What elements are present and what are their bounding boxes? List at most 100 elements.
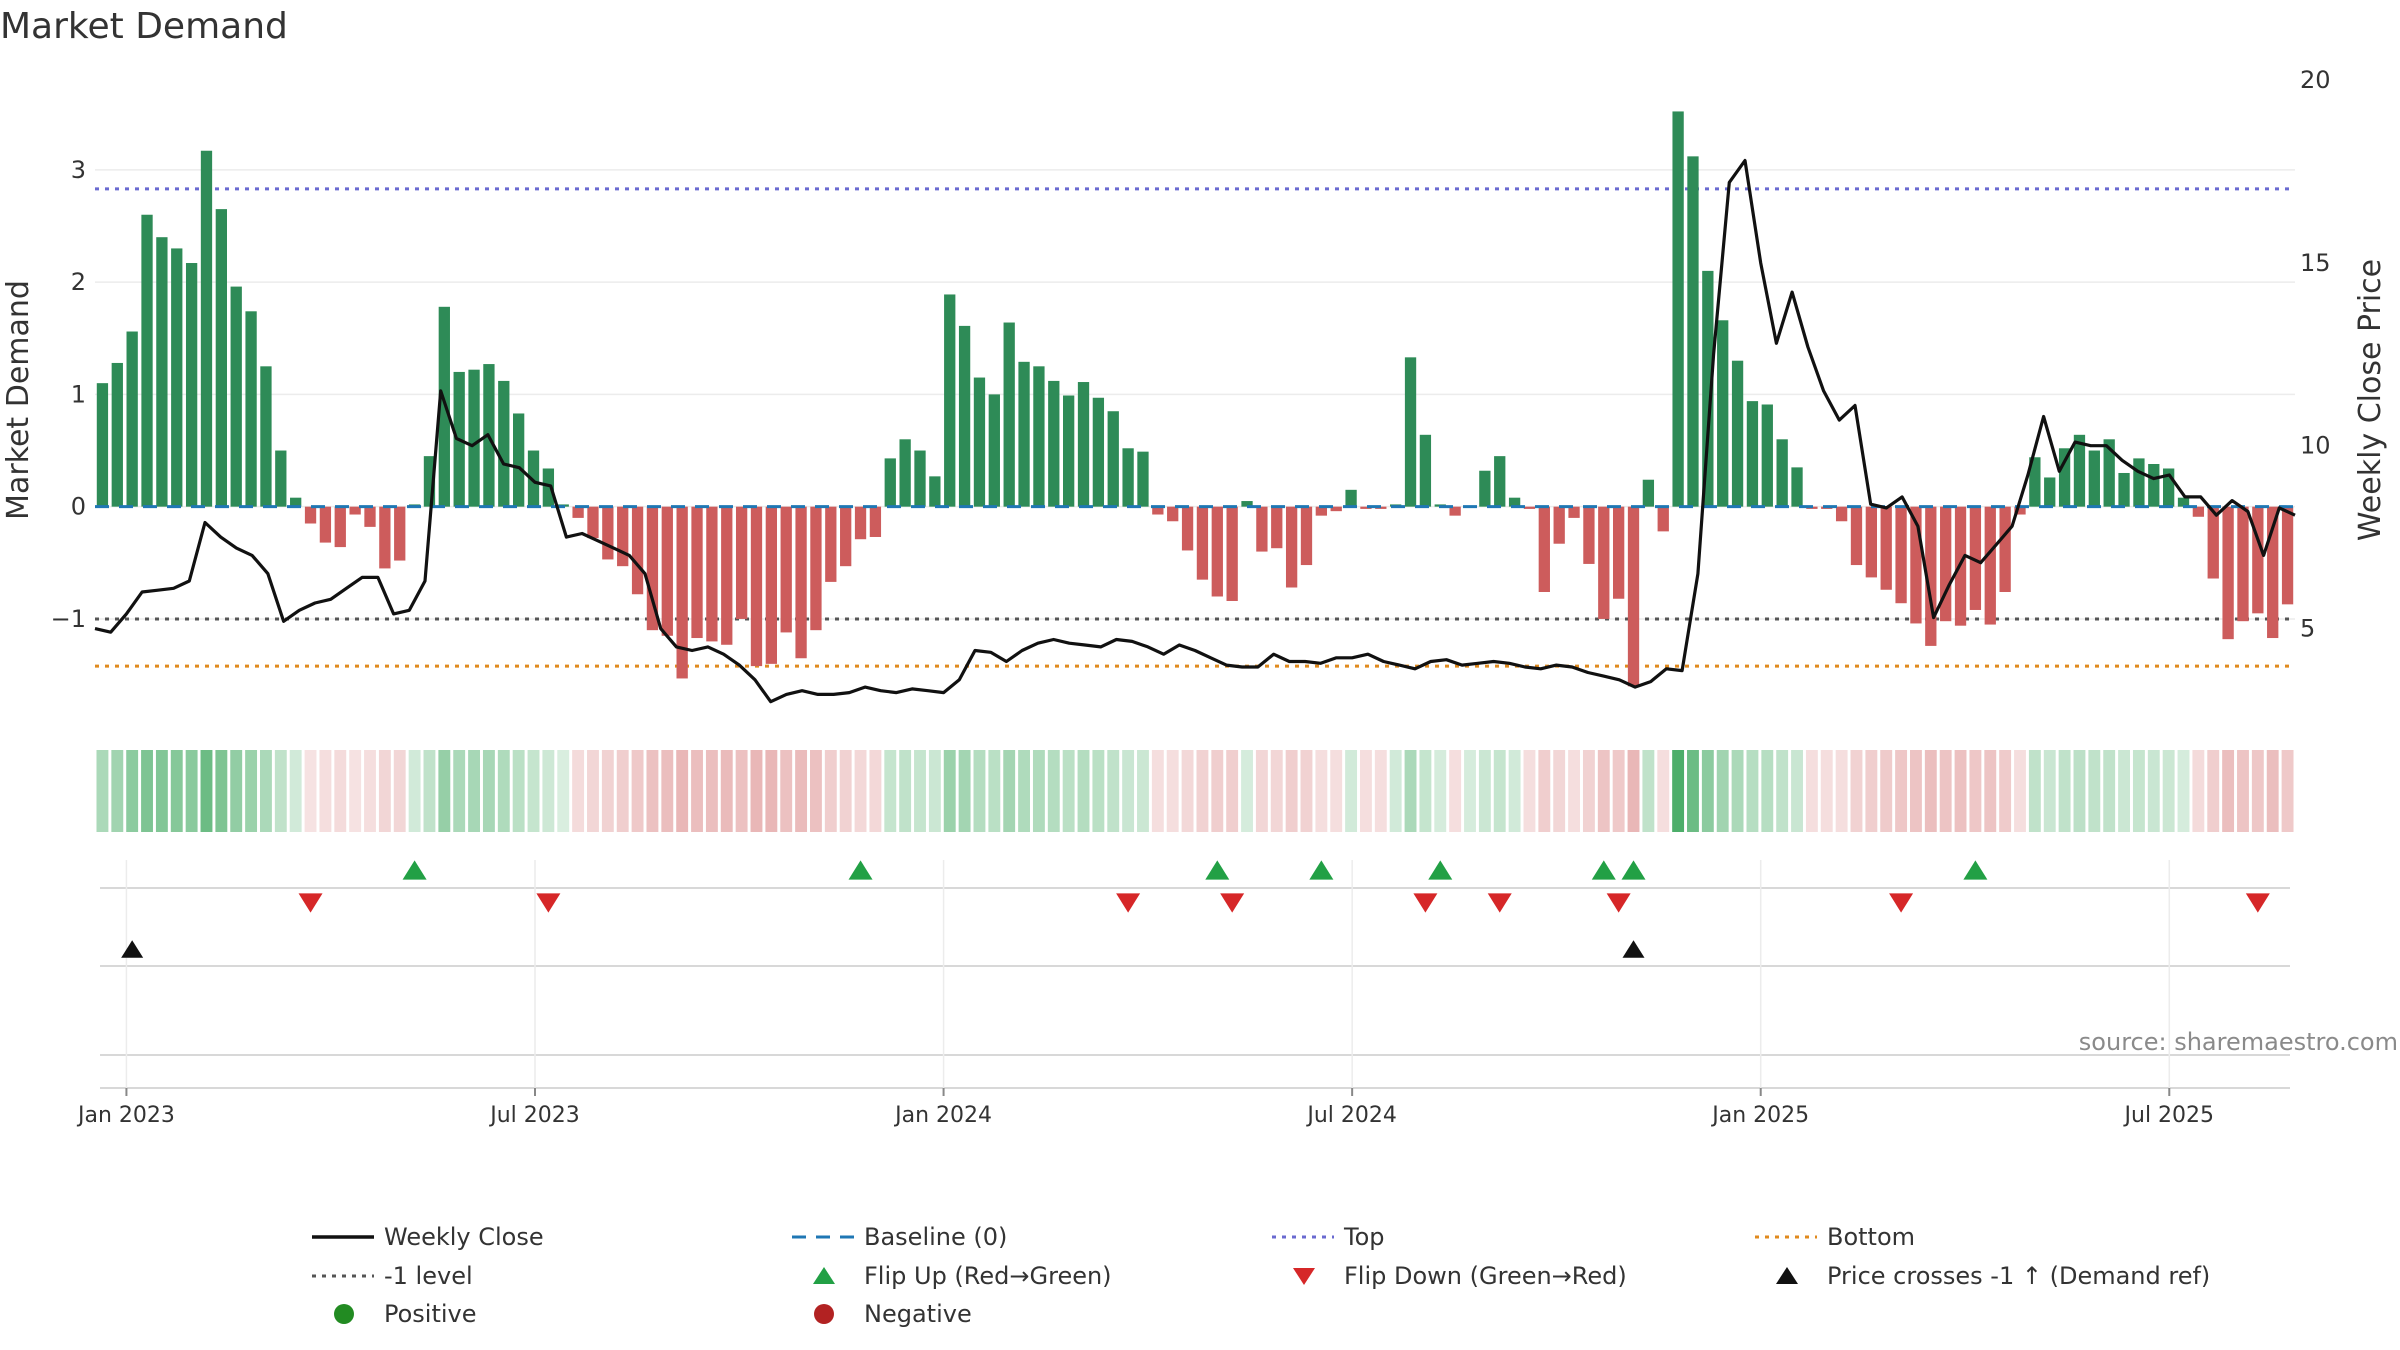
heat-cell bbox=[1999, 750, 2012, 832]
demand-bar bbox=[1999, 506, 2011, 592]
demand-bar bbox=[1776, 439, 1788, 507]
demand-bar bbox=[1003, 322, 1015, 507]
y2-tick-label: 15 bbox=[2300, 249, 2331, 277]
heat-cell bbox=[1270, 750, 1283, 832]
flip-up-marker bbox=[1963, 860, 1988, 880]
heat-cell bbox=[1701, 750, 1714, 832]
flip-down-marker bbox=[1116, 893, 1141, 913]
y-axis-label: Market Demand bbox=[1, 280, 36, 520]
heat-cell bbox=[245, 750, 258, 832]
demand-bar bbox=[958, 325, 971, 507]
demand-bar bbox=[631, 506, 644, 595]
heat-cell bbox=[1300, 750, 1313, 832]
heat-cell bbox=[1077, 750, 1090, 832]
heat-cell bbox=[750, 750, 763, 832]
demand-bar bbox=[1479, 470, 1491, 507]
flip-down-marker bbox=[1413, 893, 1438, 913]
y-tick-label: −1 bbox=[51, 605, 86, 633]
demand-bar bbox=[1717, 320, 1729, 507]
heat-cell bbox=[1464, 750, 1476, 832]
legend-label: Top bbox=[1343, 1223, 1385, 1251]
demand-bar bbox=[617, 506, 629, 567]
heat-cell bbox=[616, 750, 629, 832]
demand-bar bbox=[156, 237, 168, 507]
heat-cell bbox=[1523, 750, 1536, 832]
heat-cell bbox=[200, 750, 213, 832]
heat-cell bbox=[1850, 750, 1863, 832]
flip-down-marker bbox=[1487, 893, 1512, 913]
heat-cell bbox=[185, 750, 198, 832]
heat-cell bbox=[1107, 750, 1120, 832]
flip-up-marker bbox=[1621, 860, 1646, 880]
legend-swatch-flip-up bbox=[813, 1267, 835, 1284]
x-tick-label: Jul 2024 bbox=[1305, 1103, 1397, 1128]
demand-bar bbox=[750, 506, 763, 667]
x-tick-label: Jan 2023 bbox=[76, 1103, 175, 1128]
demand-bar bbox=[840, 506, 852, 567]
heat-cell bbox=[1731, 750, 1744, 832]
demand-bar bbox=[884, 458, 896, 507]
heat-cell bbox=[1003, 750, 1016, 832]
heat-cell bbox=[869, 750, 882, 832]
demand-bar bbox=[1865, 506, 1877, 578]
demand-bar bbox=[1152, 506, 1164, 515]
y-ticks: 3 2 1 0 −1 bbox=[51, 156, 86, 633]
demand-bar bbox=[1746, 401, 1759, 507]
heat-cell bbox=[1419, 750, 1432, 832]
demand-bar bbox=[498, 380, 510, 507]
demand-bar bbox=[2148, 464, 2160, 507]
heat-cell bbox=[1151, 750, 1164, 832]
heat-cell bbox=[735, 750, 748, 832]
demand-bar bbox=[691, 506, 703, 639]
demand-bar bbox=[1077, 382, 1090, 507]
x-tick-label: Jan 2025 bbox=[1710, 1103, 1809, 1128]
demand-bar bbox=[1330, 506, 1342, 512]
heat-cell bbox=[705, 750, 718, 832]
price-cross-marker bbox=[1622, 940, 1645, 958]
legend-label: Baseline (0) bbox=[864, 1223, 1007, 1251]
heat-cell bbox=[795, 750, 808, 832]
heat-cell bbox=[1910, 750, 1922, 832]
flip-down-marker bbox=[1220, 893, 1245, 913]
demand-bar bbox=[765, 506, 777, 664]
flip-up-marker bbox=[1205, 860, 1230, 880]
demand-bar bbox=[988, 394, 1000, 507]
legend-label: -1 level bbox=[384, 1262, 473, 1290]
heat-cell bbox=[349, 750, 362, 832]
demand-bar bbox=[1583, 506, 1595, 564]
demand-bar bbox=[290, 497, 302, 507]
heat-cell bbox=[958, 750, 971, 832]
demand-bar bbox=[468, 369, 480, 507]
demand-bar bbox=[2207, 506, 2219, 579]
heat-cell bbox=[289, 750, 302, 832]
heat-cell bbox=[1374, 750, 1387, 832]
demand-bar bbox=[2058, 448, 2071, 507]
demand-bar bbox=[2163, 468, 2175, 507]
y-tick-label: 1 bbox=[71, 380, 86, 408]
heat-cell bbox=[438, 750, 451, 832]
demand-bar bbox=[171, 248, 183, 507]
demand-bar bbox=[602, 506, 614, 560]
flip-down-marker bbox=[2245, 893, 2270, 913]
heat-cell bbox=[453, 750, 466, 832]
heat-cell bbox=[1924, 750, 1937, 832]
demand-bar bbox=[869, 506, 882, 537]
heat-cell bbox=[1508, 750, 1521, 832]
heat-cell bbox=[943, 750, 956, 832]
heat-cell bbox=[1032, 750, 1045, 832]
heat-cell bbox=[215, 750, 228, 832]
heat-cell bbox=[2118, 750, 2130, 832]
heat-cell bbox=[557, 750, 570, 832]
legend: Weekly Close Baseline (0) Top Bottom -1 leve… bbox=[312, 1223, 2210, 1328]
heat-cell bbox=[587, 750, 599, 832]
demand-bar bbox=[2014, 506, 2026, 515]
heat-cell bbox=[1553, 750, 1566, 832]
heat-cell bbox=[1389, 750, 1402, 832]
source-label: source: sharemaestro.com bbox=[2079, 1028, 2398, 1056]
demand-bar bbox=[1672, 111, 1684, 507]
demand-bar bbox=[423, 456, 436, 507]
demand-bar bbox=[1167, 506, 1179, 522]
heat-cell bbox=[1196, 750, 1209, 832]
heat-cell bbox=[2103, 750, 2116, 832]
demand-bar bbox=[721, 506, 733, 645]
